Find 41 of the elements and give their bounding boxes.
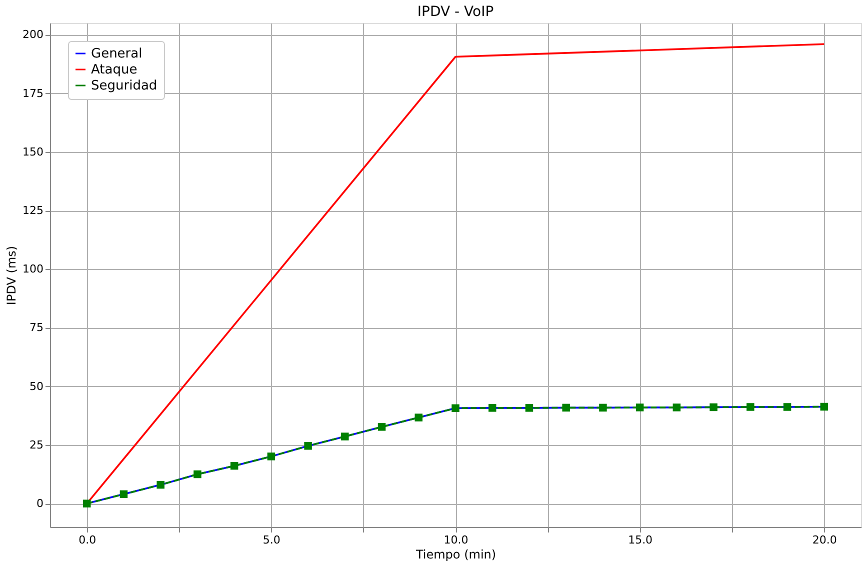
point (378, 423, 386, 431)
x-axis-title: Tiempo (min) (414, 548, 496, 562)
y-tick-label: 125 (22, 204, 44, 218)
point (525, 404, 534, 412)
y-tick-label: 150 (22, 145, 44, 158)
point (452, 404, 460, 412)
point (672, 404, 681, 412)
y-tick-label: 25 (30, 438, 44, 452)
point (599, 404, 607, 412)
legend-label: General (91, 46, 142, 62)
point (710, 403, 718, 412)
y-tick-label: 175 (22, 86, 44, 100)
point (636, 404, 644, 412)
y-tick-label: 200 (22, 28, 44, 42)
y-axis-title: IPDV (ms) (4, 246, 19, 306)
point (230, 462, 238, 470)
point (120, 490, 128, 498)
x-tick-label: 15.0 (628, 534, 653, 546)
point (783, 403, 792, 411)
x-tick-label: 20.0 (812, 534, 837, 546)
point (488, 404, 496, 412)
point (267, 452, 276, 460)
y-tick-label: 0 (36, 497, 44, 510)
point (304, 442, 312, 450)
point (341, 432, 349, 440)
chart-title: IPDV - VoIP (417, 4, 494, 20)
legend-label: Ataque (91, 62, 138, 78)
point (746, 403, 754, 411)
legend-label: Seguridad (91, 78, 158, 94)
x-tick-label: 10.0 (444, 534, 468, 546)
point (414, 414, 423, 422)
y-tick-label: 75 (30, 321, 44, 334)
y-tick-label: 100 (22, 262, 44, 276)
point (156, 480, 164, 489)
x-tick-label: 5.0 (262, 534, 280, 546)
point (820, 402, 828, 411)
point (82, 500, 91, 508)
point (194, 470, 202, 478)
point (562, 404, 570, 412)
x-tick-label: 0.0 (78, 534, 96, 546)
y-tick-label: 50 (30, 380, 44, 393)
